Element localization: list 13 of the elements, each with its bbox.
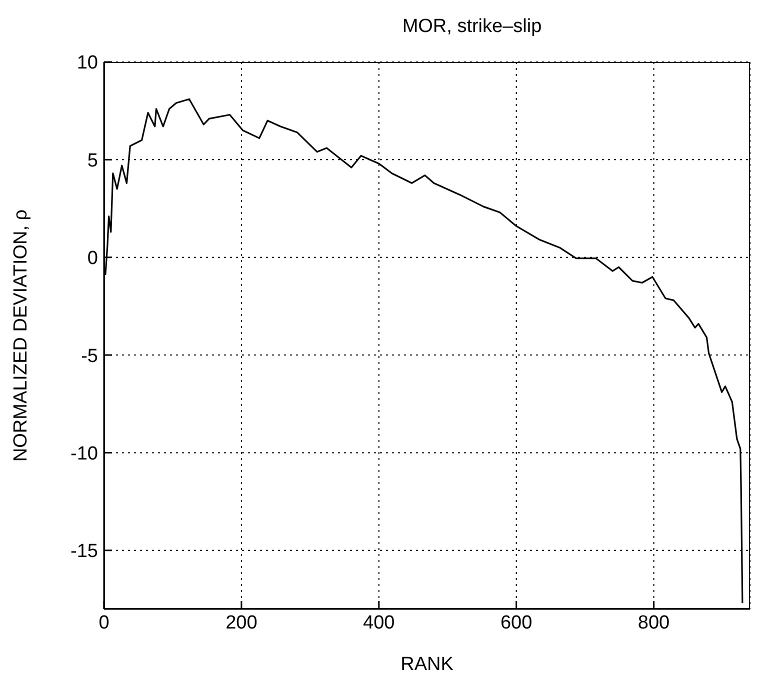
- y-axis-title: NORMALIZED DEVIATION, ρ: [10, 209, 32, 462]
- chart-title: MOR, strike–slip: [401, 16, 543, 38]
- x-axis-title: RANK: [400, 654, 454, 675]
- y-tick-label: 5: [87, 150, 98, 172]
- y-tick-label: 10: [76, 52, 98, 74]
- x-tick-label: 800: [638, 612, 670, 634]
- x-tick-label: 600: [500, 612, 532, 634]
- y-tick-label: -5: [81, 346, 98, 367]
- y-tick-label: 0: [87, 248, 98, 270]
- x-tick-label: 400: [363, 612, 395, 634]
- y-tick-label: -15: [70, 541, 98, 562]
- x-tick-label: 200: [226, 612, 258, 634]
- y-tick-label: -10: [70, 443, 98, 464]
